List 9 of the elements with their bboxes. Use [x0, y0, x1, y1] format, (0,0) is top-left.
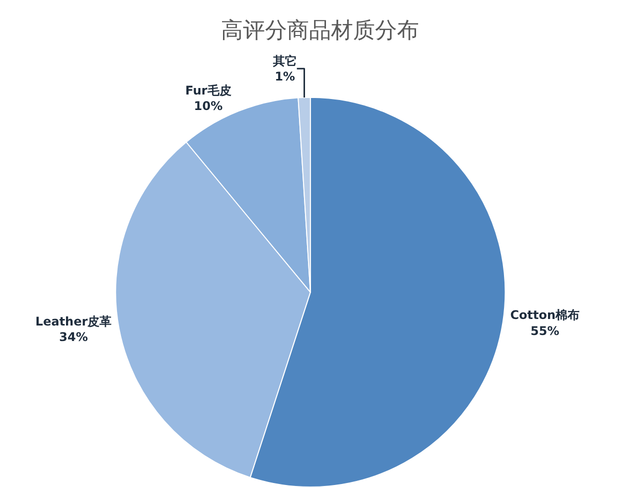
data-label: 10% [194, 99, 223, 114]
slice-label: Fur毛皮 [185, 83, 232, 98]
data-label: 1% [274, 69, 296, 84]
slice-label: Leather皮革 [35, 314, 112, 328]
data-label: 34% [59, 330, 88, 344]
slice-label: 其它 [272, 54, 297, 68]
data-label: 55% [530, 324, 560, 338]
slice-label: Cotton棉布 [510, 308, 580, 322]
chart-title: 高评分商品材质分布 [221, 18, 419, 44]
